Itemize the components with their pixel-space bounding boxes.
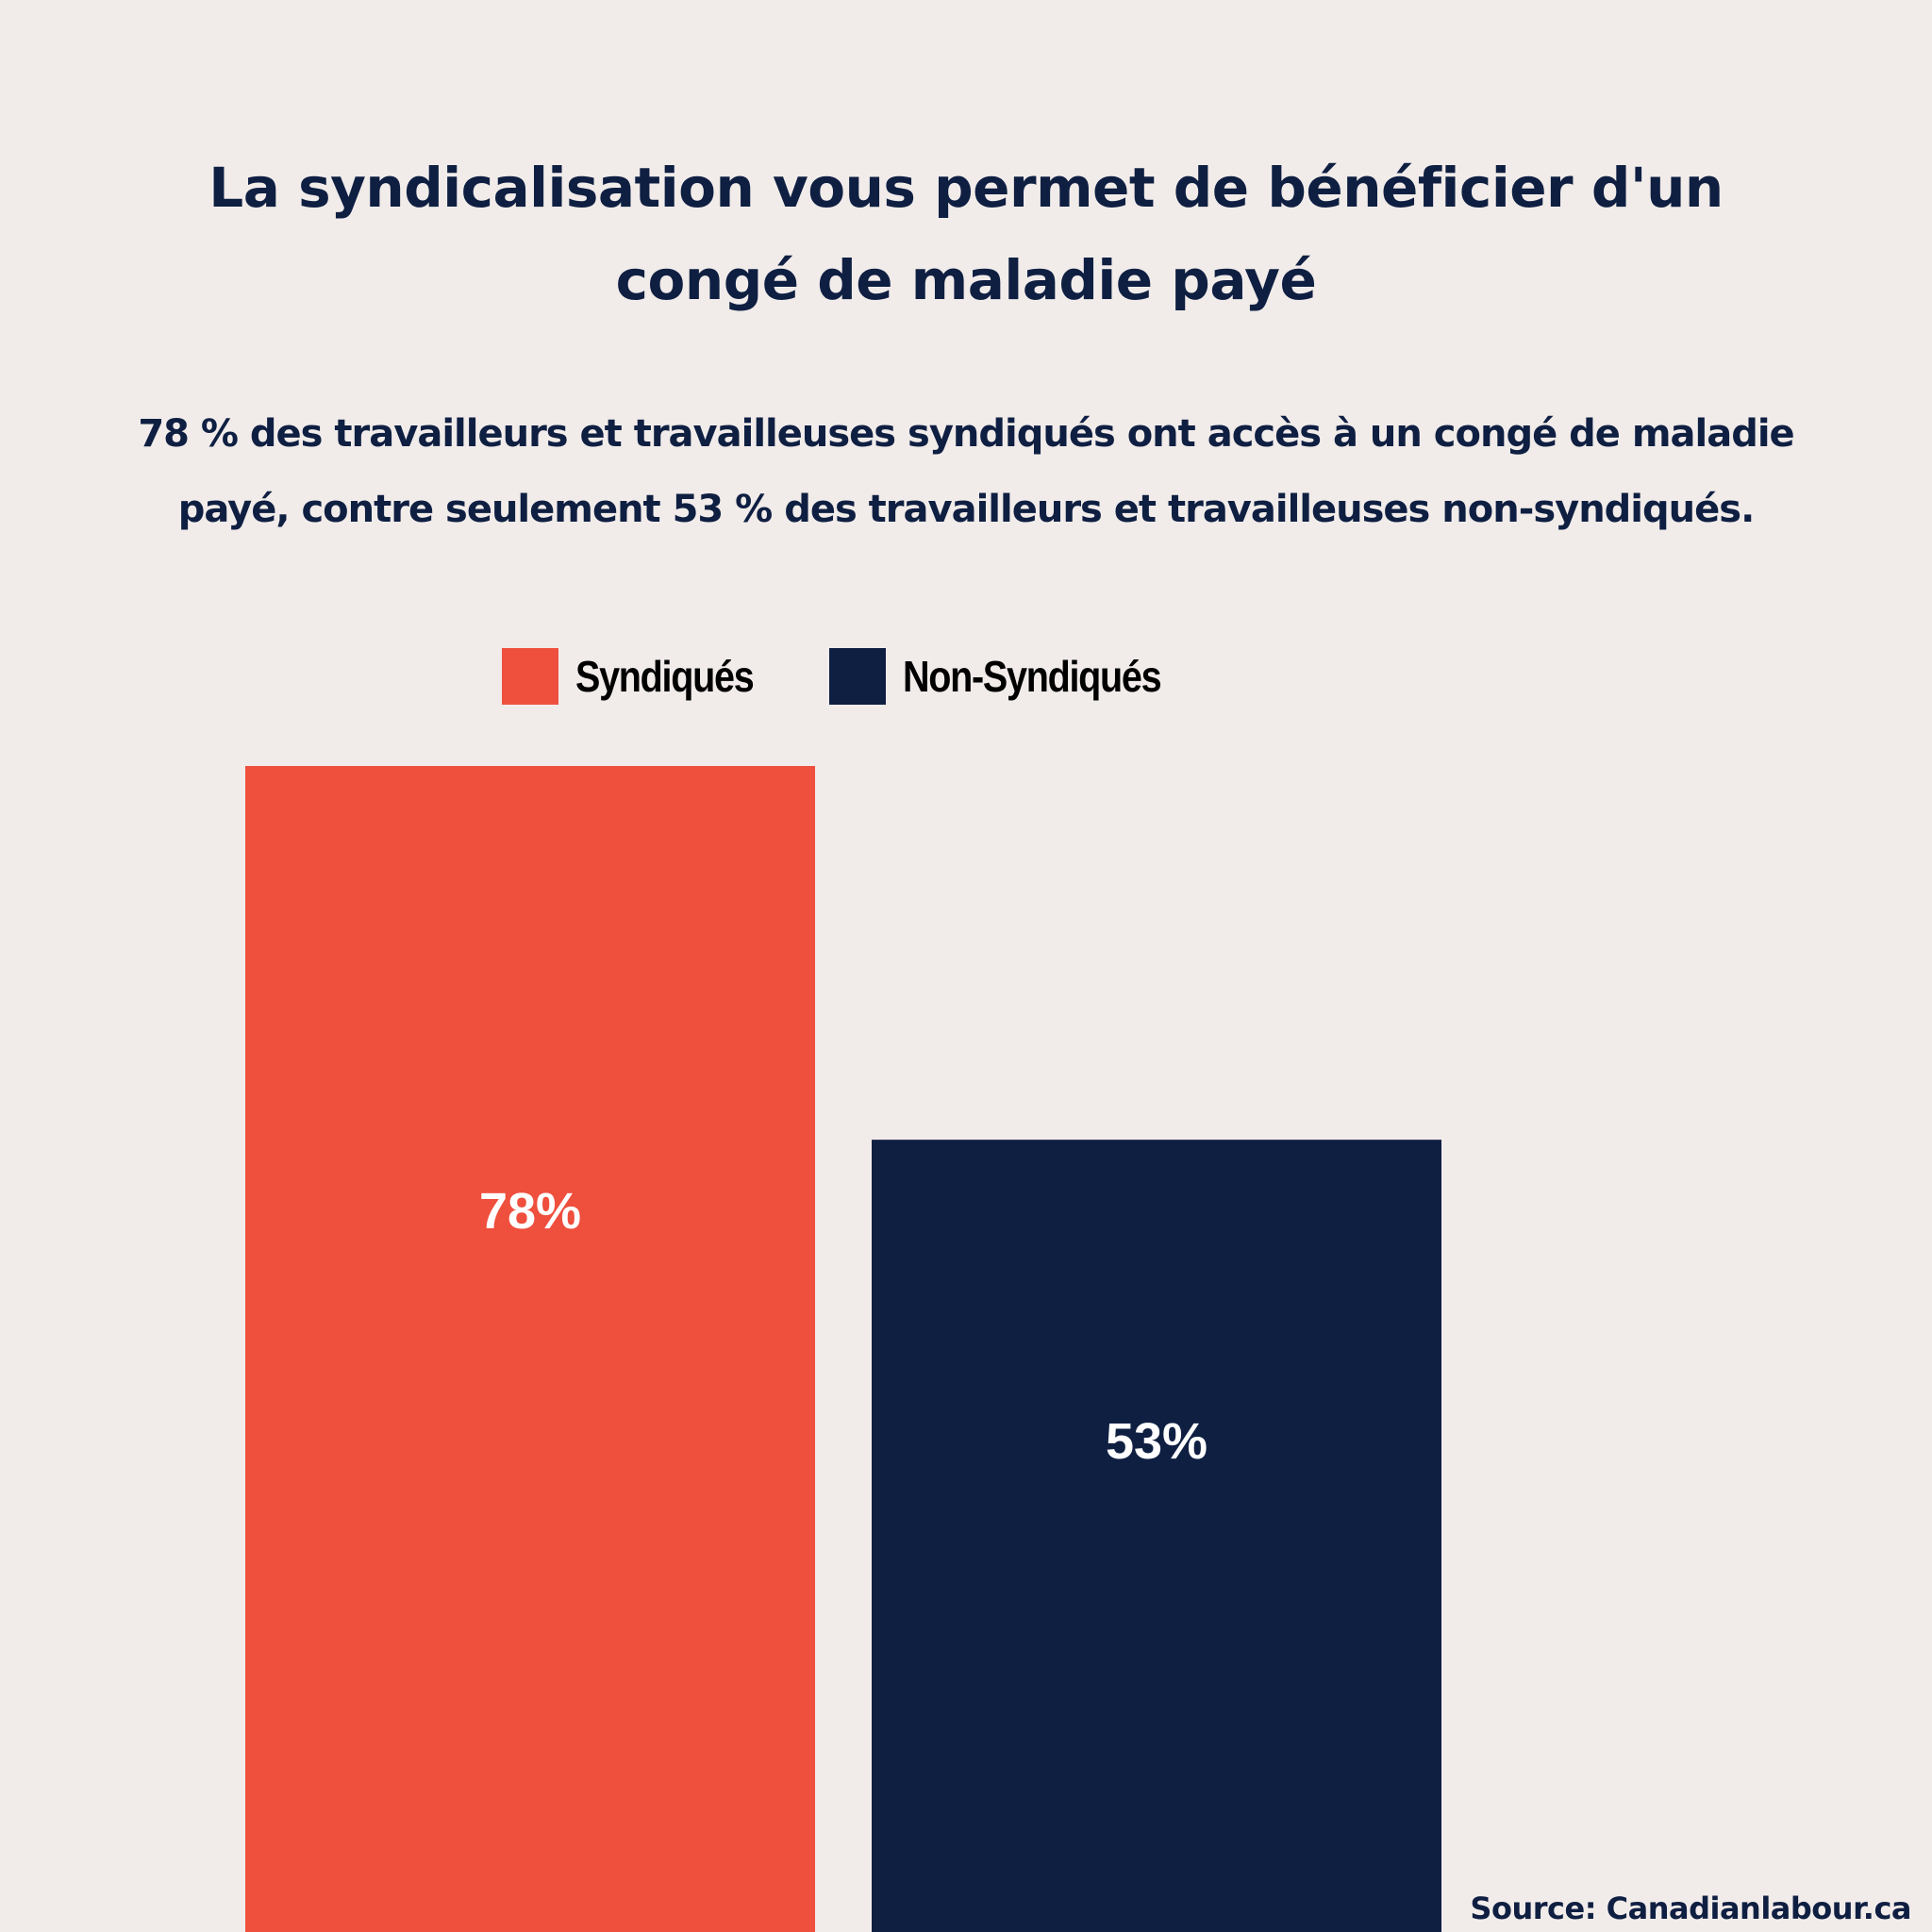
bar-value-label-non-syndiques: 53% — [1106, 1413, 1208, 1470]
chart-subtitle-line-1: 78 % des travailleurs et travailleuses s… — [138, 412, 1794, 456]
legend-swatch-syndiques — [502, 648, 558, 705]
chart-title-line-1: La syndicalisation vous permet de bénéfi… — [208, 156, 1724, 220]
bar-syndiques — [245, 766, 815, 1932]
chart-title-line-2: congé de maladie payé — [615, 248, 1317, 312]
bar-value-label-syndiques: 78% — [479, 1183, 581, 1240]
legend-swatch-non-syndiques — [829, 648, 887, 705]
chart-title: La syndicalisation vous permet de bénéfi… — [0, 142, 1932, 326]
chart-legend: Syndiqués Non-Syndiqués — [502, 647, 1250, 706]
chart-subtitle-line-2: payé, contre seulement 53 % des travaill… — [177, 488, 1756, 531]
legend-item-non-syndiques: Non-Syndiqués — [829, 648, 1203, 705]
legend-label-syndiques: Syndiqués — [575, 652, 755, 701]
bar-non-syndiques — [872, 1140, 1441, 1932]
chart-subtitle: 78 % des travailleurs et travailleuses s… — [57, 396, 1875, 547]
legend-item-syndiques: Syndiqués — [502, 648, 782, 705]
source-credit: Source: Canadianlabour.ca — [1470, 1890, 1911, 1926]
legend-label-non-syndiques: Non-Syndiqués — [903, 652, 1162, 701]
